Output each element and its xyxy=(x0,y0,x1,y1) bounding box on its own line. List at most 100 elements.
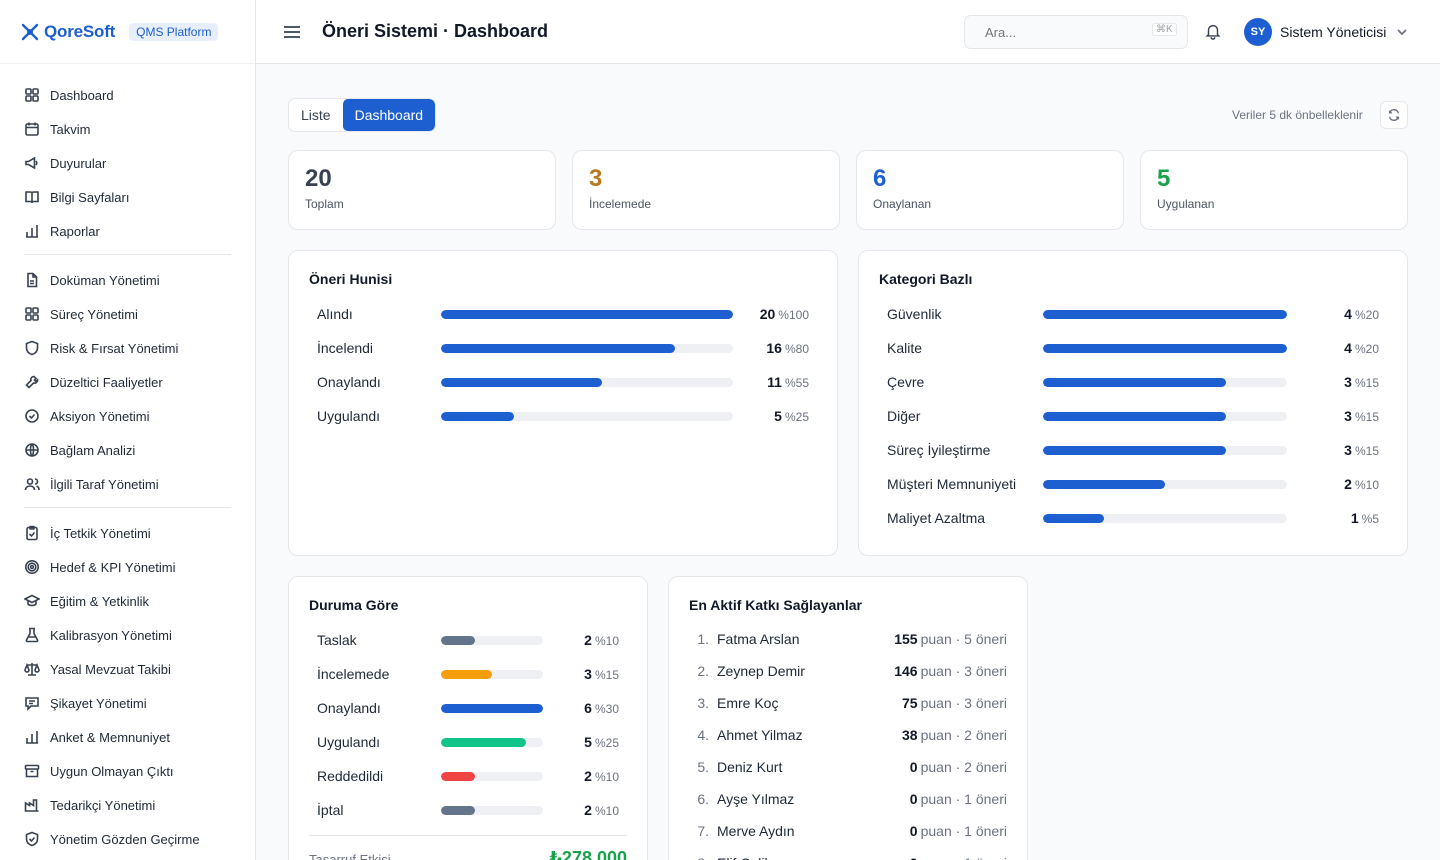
bar-fill xyxy=(441,377,602,387)
contributors-card: En Aktif Katkı Sağlayanlar 1. Fatma Arsla… xyxy=(668,576,1028,860)
sidebar-item-duyurular[interactable]: Duyurular xyxy=(24,146,231,180)
nav-group: Dashboard Takvim Duyurular Bilgi Sayfaları R… xyxy=(24,78,231,255)
card-title: Kategori Bazlı xyxy=(879,271,973,287)
sidebar-item-label: Süreç Yönetimi xyxy=(50,306,138,322)
status-card: Duruma Göre Taslak 2 %10 İncelemede 3 %15 Onay… xyxy=(288,576,648,860)
sidebar-item-dashboard[interactable]: Dashboard xyxy=(24,78,231,112)
contributor-detail: puan · 2 öneri xyxy=(920,727,1007,743)
bar-row: Uygulandı 5 %25 xyxy=(309,399,817,433)
bar-track xyxy=(441,411,733,421)
sidebar-item-uygun-olmayan-cikti[interactable]: Uygun Olmayan Çıktı xyxy=(24,754,231,788)
sidebar-item-surec-yonetimi[interactable]: Süreç Yönetimi xyxy=(24,297,231,331)
sidebar-item-egitim-and-yetkinlik[interactable]: Eğitim & Yetkinlik xyxy=(24,584,231,618)
list-item[interactable]: 6. Ayşe Yılmaz 0 puan · 1 öneri xyxy=(689,783,1007,815)
sidebar-item-label: Bilgi Sayfaları xyxy=(50,189,130,205)
sidebar-item-yonetim-gozden-gecirme[interactable]: Yönetim Gözden Geçirme xyxy=(24,822,231,856)
refresh-button[interactable] xyxy=(1380,101,1408,129)
sidebar-item-kalibrasyon-yonetimi[interactable]: Kalibrasyon Yönetimi xyxy=(24,618,231,652)
notifications-button[interactable] xyxy=(1204,22,1222,40)
contributor-points: 75 xyxy=(902,695,918,711)
globe-icon xyxy=(25,443,39,457)
sidebar-item-takvim[interactable]: Takvim xyxy=(24,112,231,146)
list-item[interactable]: 7. Merve Aydın 0 puan · 1 öneri xyxy=(689,815,1007,847)
sidebar: QoreSoft QMS Platform Dashboard Takvim Duy… xyxy=(0,0,256,860)
bar-label: İptal xyxy=(317,802,344,818)
list-item[interactable]: 3. Emre Koç 75 puan · 3 öneri xyxy=(689,687,1007,719)
sidebar-item-label: Kalibrasyon Yönetimi xyxy=(50,627,172,643)
bar-row: Çevre 3 %15 xyxy=(879,365,1387,399)
bar-row: Güvenlik 4 %20 xyxy=(879,297,1387,331)
search-input[interactable] xyxy=(964,15,1188,49)
bar-percent: %20 xyxy=(1354,308,1379,322)
bar-value: 5 %25 xyxy=(584,734,619,750)
refresh-icon xyxy=(1388,109,1400,121)
sidebar-item-tedarikci-yonetimi[interactable]: Tedarikçi Yönetimi xyxy=(24,788,231,822)
bar-label: Süreç İyileştirme xyxy=(887,442,991,458)
bar-percent: %15 xyxy=(1354,410,1379,424)
bar-row: Kalite 4 %20 xyxy=(879,331,1387,365)
sidebar-item-hedef-and-kpi-yonetimi[interactable]: Hedef & KPI Yönetimi xyxy=(24,550,231,584)
list-item[interactable]: 8. Elif Çelik0puan · 1 öneri xyxy=(689,847,1007,860)
sidebar-item-risk-and-firsat-yonetimi[interactable]: Risk & Fırsat Yönetimi xyxy=(24,331,231,365)
flask-icon xyxy=(25,627,39,643)
sidebar-item-bilgi-sayfalari[interactable]: Bilgi Sayfaları xyxy=(24,180,231,214)
menu-toggle-button[interactable] xyxy=(282,22,302,42)
bar-track xyxy=(441,737,543,747)
contributor-points: 0 xyxy=(909,823,918,839)
bar-fill xyxy=(1043,479,1165,489)
bar-fill xyxy=(441,635,475,645)
bar-label: Müşteri Memnuniyeti xyxy=(887,476,1017,492)
bar-value: 20 %100 xyxy=(760,306,809,322)
sidebar-item-duzeltici-faaliyetler[interactable]: Düzeltici Faaliyetler xyxy=(24,365,231,399)
sidebar-item-label: İlgili Taraf Yönetimi xyxy=(50,476,159,492)
contributor-name: Zeynep Demir xyxy=(717,663,805,679)
tab-dashboard[interactable]: Dashboard xyxy=(342,99,436,131)
sidebar-item-dokuman-yonetimi[interactable]: Doküman Yönetimi xyxy=(24,263,231,297)
user-name: Sistem Yöneticisi xyxy=(1280,24,1387,40)
sidebar-item-i-lgili-taraf-yonetimi[interactable]: İlgili Taraf Yönetimi xyxy=(24,467,231,501)
bar-value: 1 %5 xyxy=(1351,510,1379,526)
nav-group: İç Tetkik Yönetimi Hedef & KPI Yönetimi Eğ… xyxy=(24,516,231,860)
sidebar-item-raporlar[interactable]: Raporlar xyxy=(24,214,231,248)
bar-value: 16 %80 xyxy=(766,340,809,356)
user-menu[interactable]: SY Sistem Yöneticisi xyxy=(1244,18,1408,46)
sidebar-item-label: Uygun Olmayan Çıktı xyxy=(50,763,174,779)
avatar: SY xyxy=(1244,18,1272,46)
sidebar-item-baglam-analizi[interactable]: Bağlam Analizi xyxy=(24,433,231,467)
contributor-score: 146 puan · 3 öneri xyxy=(894,663,1007,679)
bar-value: 4 %20 xyxy=(1344,340,1379,356)
list-item[interactable]: 5. Deniz Kurt 0 puan · 2 öneri xyxy=(689,751,1007,783)
list-item[interactable]: 1. Fatma Arslan 155 puan · 5 öneri xyxy=(689,623,1007,655)
funnel-card: Öneri Hunisi Alındı 20 %100 İncelendi 16 %80 O… xyxy=(288,250,838,556)
contributor-detail: puan · 5 öneri xyxy=(920,631,1007,647)
bar-track xyxy=(441,771,543,781)
bar-row: Uygulandı 5 %25 xyxy=(309,725,627,759)
sidebar-item-label: Hedef & KPI Yönetimi xyxy=(50,559,176,575)
contributor-name: Fatma Arslan xyxy=(717,631,800,647)
brand-logo[interactable]: QoreSoft xyxy=(20,22,115,42)
sidebar-item-anket-and-memnuniyet[interactable]: Anket & Memnuniyet xyxy=(24,720,231,754)
bar-fill xyxy=(1043,513,1104,523)
contributor-rank: 7. xyxy=(697,823,709,839)
bar-row: Müşteri Memnuniyeti 2 %10 xyxy=(879,467,1387,501)
list-item[interactable]: 2. Zeynep Demir 146 puan · 3 öneri xyxy=(689,655,1007,687)
bar-count: 4 xyxy=(1344,340,1352,356)
top-header: Öneri Sistemi · Dashboard ⌘K SY Sistem Y… xyxy=(256,0,1440,64)
bar-track xyxy=(1043,343,1287,353)
bar-track xyxy=(1043,377,1287,387)
list-item[interactable]: 4. Ahmet Yilmaz 38 puan · 2 öneri xyxy=(689,719,1007,751)
bar-row: Alındı 20 %100 xyxy=(309,297,817,331)
grid-icon xyxy=(25,88,39,102)
bar-track xyxy=(1043,411,1287,421)
sidebar-item-label: Yönetim Gözden Geçirme xyxy=(50,831,200,847)
sidebar-item-sikayet-yonetimi[interactable]: Şikayet Yönetimi xyxy=(24,686,231,720)
contributor-rank: 1. xyxy=(697,631,709,647)
bar-chart-icon xyxy=(26,225,38,238)
tab-list[interactable]: Liste xyxy=(301,107,331,123)
sidebar-item-i-c-tetkik-yonetimi[interactable]: İç Tetkik Yönetimi xyxy=(24,516,231,550)
sidebar-item-aksiyon-yonetimi[interactable]: Aksiyon Yönetimi xyxy=(24,399,231,433)
bar-row: Maliyet Azaltma 1 %5 xyxy=(879,501,1387,535)
bar-percent: %15 xyxy=(1354,444,1379,458)
sidebar-item-yasal-mevzuat-takibi[interactable]: Yasal Mevzuat Takibi xyxy=(24,652,231,686)
contributor-points: 38 xyxy=(902,727,918,743)
